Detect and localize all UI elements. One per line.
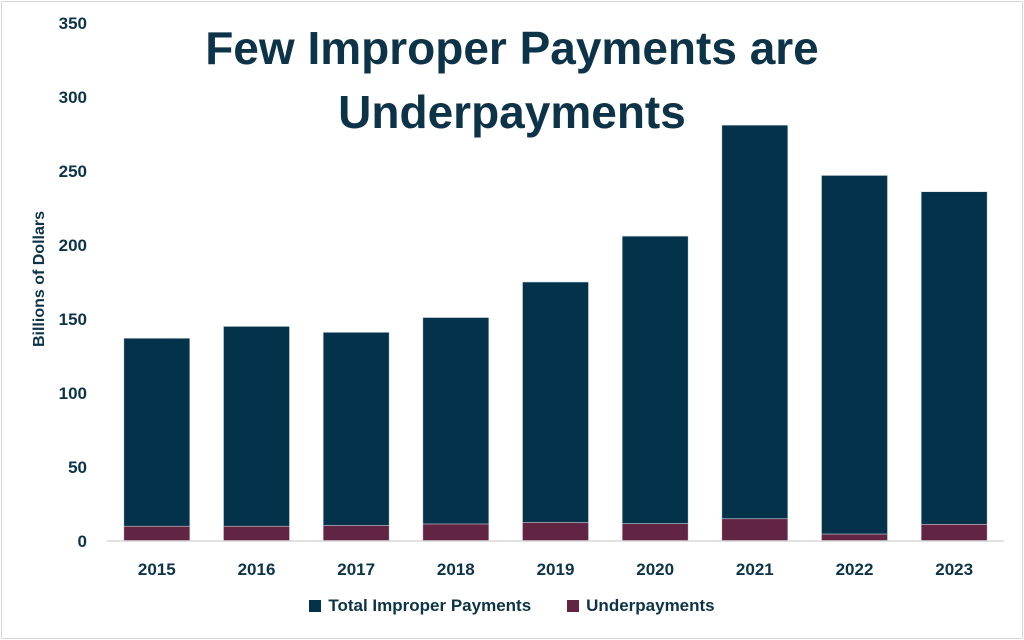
x-tick-label: 2021	[736, 560, 774, 579]
legend-swatch-total	[309, 600, 322, 612]
x-tick-label: 2023	[935, 560, 973, 579]
legend-item-underpayments: Underpayments	[567, 596, 715, 616]
bar-underpayment-2021	[721, 518, 789, 542]
legend-label-underpayments: Underpayments	[586, 596, 715, 615]
bar-total-2017	[322, 332, 390, 542]
bar-total-2019	[522, 281, 589, 542]
y-tick-label: 50	[68, 458, 87, 477]
y-tick-label: 100	[59, 384, 87, 403]
bar-total-2016	[223, 326, 290, 542]
legend: Total Improper Payments Underpayments	[0, 596, 1024, 616]
legend-swatch-underpayments	[567, 600, 580, 612]
bar-total-2023	[920, 191, 988, 542]
legend-item-total: Total Improper Payments	[309, 596, 531, 616]
bar-total-2020	[621, 235, 689, 542]
bar-underpayment-2016	[223, 525, 290, 542]
x-tick-label: 2017	[337, 560, 375, 579]
chart-title-line-1: Few Improper Payments are	[205, 22, 819, 74]
bar-underpayment-2019	[522, 522, 589, 542]
x-tick-label: 2015	[138, 560, 176, 579]
legend-label-total: Total Improper Payments	[328, 596, 532, 615]
bar-underpayment-2023	[920, 523, 988, 542]
x-tick-label: 2018	[437, 560, 475, 579]
y-tick-label: 250	[59, 162, 87, 181]
bar-total-2018	[422, 317, 490, 542]
chart-title-line-2: Underpayments	[338, 86, 686, 138]
x-tick-label: 2019	[537, 560, 575, 579]
bar-underpayment-2022	[821, 533, 888, 542]
y-tick-label: 300	[59, 88, 87, 107]
bar-total-2021	[721, 124, 789, 542]
x-tick-label: 2020	[636, 560, 674, 579]
bar-total-2015	[123, 337, 191, 542]
bar-underpayment-2015	[123, 525, 191, 542]
bar-underpayment-2017	[322, 525, 390, 542]
y-tick-label: 150	[59, 310, 87, 329]
bar-underpayment-2018	[422, 523, 490, 542]
y-tick-label: 350	[59, 14, 87, 33]
y-tick-label: 200	[59, 236, 87, 255]
y-tick-label: 0	[78, 532, 87, 551]
bar-total-2022	[821, 175, 888, 542]
x-tick-label: 2016	[238, 560, 276, 579]
bar-underpayment-2020	[621, 523, 689, 542]
x-tick-label: 2022	[836, 560, 874, 579]
